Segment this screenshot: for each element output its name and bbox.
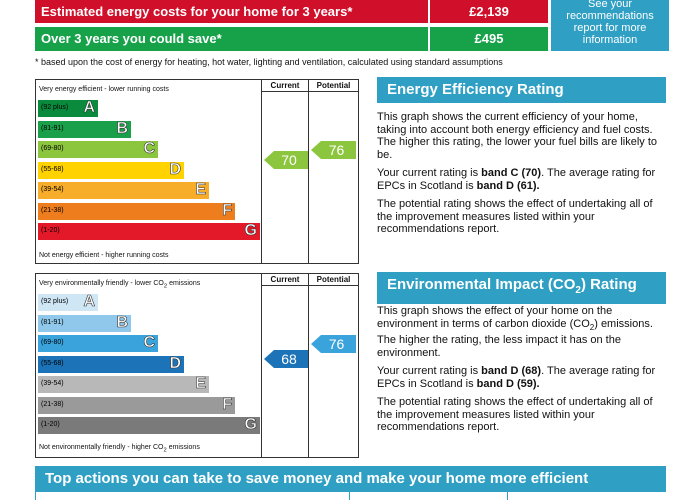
energy-efficiency-chart: Current Potential Very energy efficient …	[35, 79, 359, 264]
eir-description: This graph shows the effect of your home…	[377, 305, 662, 434]
eir-p3: The potential rating shows the effect of…	[377, 396, 653, 434]
top-actions-heading: Top actions you can take to save money a…	[35, 466, 666, 492]
energy-col-potential: Potential	[316, 81, 351, 90]
env-band-letter: F	[222, 395, 232, 413]
env-band-letter: B	[116, 313, 128, 331]
env-potential-arrow: 76	[311, 335, 356, 353]
env-band-range: (81-91)	[41, 318, 64, 326]
env-band-g: (1-20) G	[38, 416, 260, 434]
cost-row-saving: Over 3 years you could save*	[35, 27, 428, 51]
env-bottom-caption: Not environmentally friendly - higher CO…	[39, 444, 200, 454]
env-band-letter: D	[169, 354, 181, 372]
energy-band-range: (21-38)	[41, 206, 64, 214]
eer-p3: The potential rating shows the effect of…	[377, 198, 653, 235]
energy-band-g: (1-20) G	[38, 222, 260, 240]
env-col-potential: Potential	[316, 275, 351, 284]
top-actions-table-edge	[35, 492, 667, 500]
env-band-e: (39-54) E	[38, 375, 209, 393]
energy-band-range: (39-54)	[41, 186, 64, 193]
eer-p1: This graph shows the current efficiency …	[377, 111, 658, 161]
energy-band-a: (92 plus) A	[38, 99, 98, 117]
energy-band-range: (92 plus)	[41, 104, 69, 111]
env-band-letter: A	[83, 293, 95, 311]
eir-p1: This graph shows the effect of your home…	[377, 305, 653, 359]
eer-p2: Your current rating is band C (70). The …	[377, 167, 656, 192]
env-col-current: Current	[270, 275, 300, 284]
energy-band-c: (69-80) C	[38, 140, 158, 158]
cost-row-estimated-value: £2,139	[430, 0, 548, 23]
env-potential-value: 76	[328, 336, 345, 352]
energy-col-current: Current	[270, 81, 300, 90]
energy-current-value: 70	[281, 152, 297, 168]
eer-heading: Energy Efficiency Rating	[377, 77, 666, 103]
eer-description: This graph shows the current efficiency …	[377, 111, 662, 236]
env-band-range: (39-54)	[41, 380, 64, 387]
env-band-d: (55-68) D	[38, 354, 184, 373]
energy-band-letter: F	[222, 201, 232, 219]
energy-band-e: (39-54) E	[38, 181, 209, 199]
energy-band-range: (55-68)	[41, 165, 64, 173]
cost-row-saving-value: £495	[430, 27, 548, 51]
energy-band-f: (21-38) F	[38, 201, 235, 220]
env-band-letter: C	[143, 334, 155, 352]
cost-row-estimated-label: Estimated energy costs for your home for…	[41, 4, 353, 19]
env-band-b: (81-91) B	[38, 313, 131, 332]
energy-bottom-caption: Not energy efficient - higher running co…	[39, 252, 169, 259]
cost-row-saving-label: Over 3 years you could save*	[41, 31, 222, 46]
env-band-f: (21-38) F	[38, 395, 235, 414]
energy-band-letter: G	[244, 222, 257, 240]
env-band-range: (21-38)	[41, 400, 64, 408]
env-band-range: (1-20)	[41, 421, 60, 428]
environmental-impact-chart: Current Potential Very environmentally f…	[35, 273, 359, 458]
env-band-letter: G	[244, 416, 257, 434]
energy-band-letter: B	[116, 119, 128, 137]
env-current-arrow: 68	[264, 350, 308, 368]
energy-potential-value: 76	[328, 142, 345, 158]
env-band-c: (69-80) C	[38, 334, 158, 352]
cost-footnote: * based upon the cost of energy for heat…	[35, 57, 503, 67]
env-band-range: (92 plus)	[41, 298, 69, 305]
env-current-value: 68	[281, 351, 297, 367]
energy-current-arrow: 70	[264, 151, 308, 169]
energy-band-letter: D	[169, 160, 181, 178]
env-band-letter: E	[195, 375, 206, 393]
env-top-caption: Very environmentally friendly - lower CO…	[39, 280, 201, 290]
see-recommendations-box[interactable]: See your recommendations report for more…	[551, 0, 669, 51]
energy-band-b: (81-91) B	[38, 119, 131, 138]
energy-band-letter: C	[143, 140, 155, 158]
energy-band-range: (1-20)	[41, 227, 60, 234]
eir-heading: Environmental Impact (CO2) Rating	[377, 272, 666, 304]
env-band-range: (55-68)	[41, 359, 64, 367]
energy-top-caption: Very energy efficient - lower running co…	[39, 86, 169, 93]
energy-band-letter: A	[83, 99, 95, 117]
energy-band-range: (69-80)	[41, 145, 64, 152]
energy-band-letter: E	[195, 181, 206, 199]
env-band-a: (92 plus) A	[38, 293, 98, 311]
see-recommendations-text: See your recommendations report for more…	[566, 0, 654, 46]
energy-band-range: (81-91)	[41, 124, 64, 132]
cost-row-estimated: Estimated energy costs for your home for…	[35, 0, 428, 23]
eir-p2: Your current rating is band D (68). The …	[377, 365, 656, 390]
energy-band-d: (55-68) D	[38, 160, 184, 179]
env-band-range: (69-80)	[41, 339, 64, 346]
energy-potential-arrow: 76	[311, 141, 356, 159]
